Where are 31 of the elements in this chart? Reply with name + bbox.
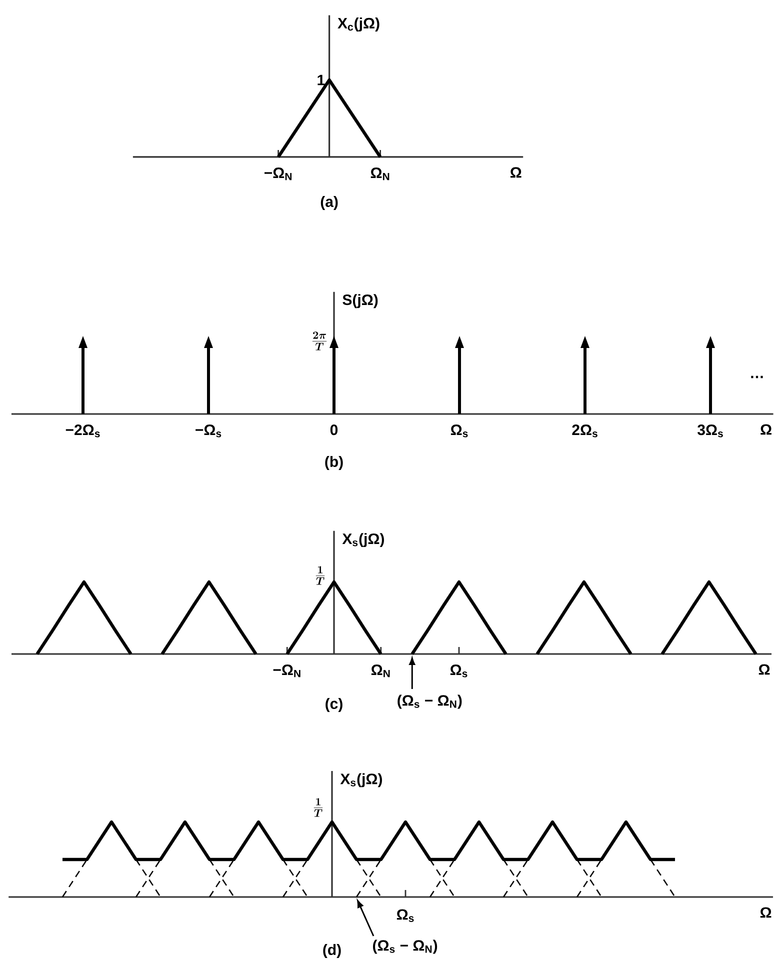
y-axis-title: X$_{s}$(jΩ) xyxy=(340,773,382,788)
x-tick-label: −Ω$_{N}$ xyxy=(264,168,292,180)
y-axis-title: X$_{c}$(jΩ) xyxy=(338,18,380,32)
y-axis-title: S(jΩ) xyxy=(342,294,378,308)
annotation: $\frac{2\pi}{T}$ xyxy=(312,332,327,350)
x-tick-label: 3Ω$_{s}$ xyxy=(698,424,723,438)
x-tick-label: Ω$_{s}$ xyxy=(450,664,468,678)
annotation: … xyxy=(751,376,763,378)
text: (c) xyxy=(326,698,342,712)
text: (a) xyxy=(320,196,338,210)
text: $\frac{1}{T}$ xyxy=(314,798,323,817)
x-axis-title: Ω xyxy=(760,424,772,435)
text: (Ω$_{s}$ − Ω$_{N}$) xyxy=(398,694,462,709)
text: (b) xyxy=(325,456,343,470)
x-tick-label: 0 xyxy=(330,424,338,436)
text: (Ω$_{s}$ − Ω$_{N}$) xyxy=(373,940,438,954)
annotation: $\frac{1}{T}$ xyxy=(316,566,325,585)
x-axis-title: Ω xyxy=(760,907,772,918)
x-tick-label: 2Ω$_{s}$ xyxy=(572,424,598,438)
y-axis-title: X$_{s}$(jΩ) xyxy=(342,533,384,548)
x-tick-label: Ω$_{N}$ xyxy=(371,664,390,678)
x-tick-label: −2Ω$_{s}$ xyxy=(66,424,100,438)
x-axis-title: Ω xyxy=(510,167,522,178)
x-tick-label: −Ω$_{N}$ xyxy=(273,664,300,678)
x-axis-title: Ω xyxy=(758,664,770,675)
x-tick-label: Ω$_{s}$ xyxy=(450,424,468,438)
annotation: 1 xyxy=(318,74,325,86)
x-tick-label: Ω$_{N}$ xyxy=(370,168,390,180)
text: Ω$_{s}$ xyxy=(396,909,414,922)
x-tick-label: −Ω$_{s}$ xyxy=(196,424,222,438)
text: (d) xyxy=(323,944,341,958)
